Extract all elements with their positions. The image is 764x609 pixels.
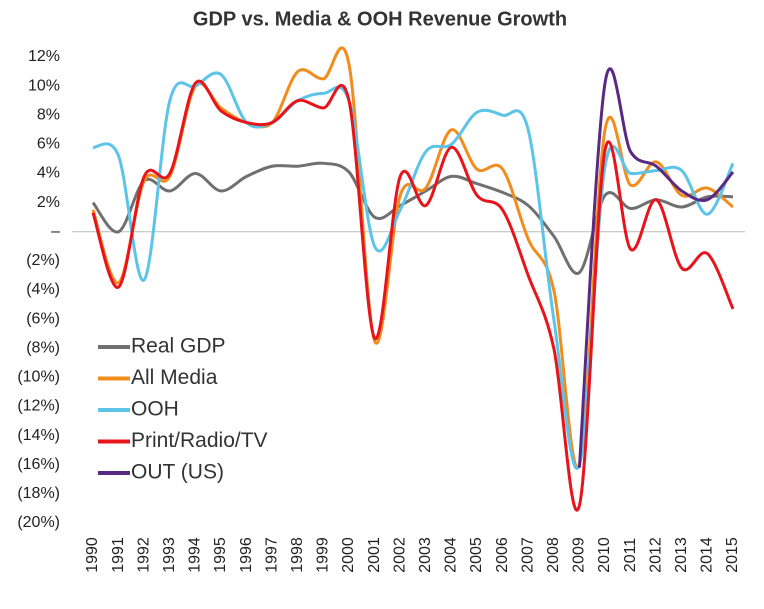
y-tick-label: 4% bbox=[37, 165, 60, 182]
y-tick-label: (18%) bbox=[17, 485, 60, 502]
y-tick-label: (6%) bbox=[26, 310, 60, 327]
series-line bbox=[91, 79, 735, 512]
x-tick-label: 1998 bbox=[289, 537, 306, 573]
x-tick-label: 2008 bbox=[545, 537, 562, 573]
y-tick-label: (16%) bbox=[17, 456, 60, 473]
x-tick-label: 1993 bbox=[161, 537, 178, 573]
chart-title: GDP vs. Media & OOH Revenue Growth bbox=[193, 8, 567, 30]
x-tick-label: 2004 bbox=[443, 537, 460, 573]
x-tick-label: 2002 bbox=[391, 537, 408, 573]
x-tick-label: 2000 bbox=[340, 537, 357, 573]
y-tick-label: (10%) bbox=[17, 369, 60, 386]
y-tick-label: (2%) bbox=[26, 252, 60, 269]
x-tick-label: 2013 bbox=[673, 537, 690, 573]
x-tick-label: 2007 bbox=[519, 537, 536, 573]
legend-label: OOH bbox=[131, 398, 179, 421]
x-tick-label: 2010 bbox=[596, 537, 613, 573]
x-tick-label: 1997 bbox=[263, 537, 280, 573]
x-tick-label: 2015 bbox=[724, 537, 741, 573]
series-line bbox=[577, 67, 735, 468]
series-line bbox=[91, 161, 734, 275]
y-tick-label: 12% bbox=[28, 48, 60, 65]
y-tick-label: (20%) bbox=[17, 514, 60, 531]
x-tick-label: 2005 bbox=[468, 537, 485, 573]
x-tick-label: 1999 bbox=[315, 537, 332, 573]
x-tick-label: 2006 bbox=[494, 537, 511, 573]
x-tick-label: 2011 bbox=[622, 538, 639, 573]
x-tick-label: 1996 bbox=[238, 537, 255, 573]
legend-label: Real GDP bbox=[131, 335, 226, 358]
y-tick-label: (4%) bbox=[26, 281, 60, 298]
x-tick-label: 2014 bbox=[699, 537, 716, 573]
y-tick-label: (14%) bbox=[17, 427, 60, 444]
x-tick-label: 1995 bbox=[212, 537, 229, 573]
x-tick-label: 2003 bbox=[417, 537, 434, 573]
x-tick-label: 1991 bbox=[110, 537, 127, 573]
y-tick-label: 8% bbox=[37, 106, 60, 123]
x-tick-label: 1992 bbox=[135, 537, 152, 573]
x-tick-label: 2009 bbox=[571, 537, 588, 573]
x-tick-label: 2012 bbox=[647, 537, 664, 573]
series-line bbox=[91, 46, 734, 470]
y-tick-label: 10% bbox=[28, 77, 60, 94]
legend-label: All Media bbox=[131, 366, 218, 389]
x-tick-label: 2001 bbox=[366, 537, 383, 573]
y-tick-label: – bbox=[51, 223, 60, 240]
y-tick-label: (12%) bbox=[17, 398, 60, 415]
y-tick-label: (8%) bbox=[26, 339, 60, 356]
y-tick-label: 6% bbox=[37, 136, 60, 153]
x-tick-label: 1994 bbox=[187, 537, 204, 573]
legend-label: Print/Radio/TV bbox=[131, 429, 268, 452]
series-line bbox=[92, 71, 735, 470]
legend-label: OUT (US) bbox=[131, 461, 224, 484]
y-tick-label: 2% bbox=[37, 194, 60, 211]
x-tick-label: 1990 bbox=[84, 537, 101, 573]
